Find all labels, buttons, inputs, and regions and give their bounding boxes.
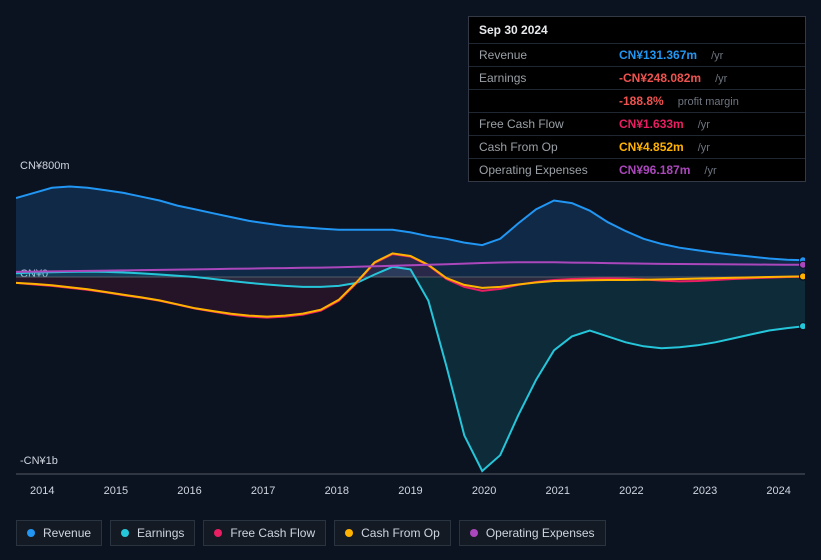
legend: Revenue Earnings Free Cash Flow Cash From O…	[16, 520, 606, 546]
x-axis-label: 2016	[177, 485, 201, 497]
legend-dot-icon	[214, 529, 222, 537]
tooltip-suffix: /yr	[698, 142, 710, 154]
legend-item[interactable]: Free Cash Flow	[203, 520, 326, 546]
legend-item[interactable]: Earnings	[110, 520, 195, 546]
series-end-marker	[800, 261, 806, 268]
x-axis-label: 2023	[693, 485, 717, 497]
legend-item[interactable]: Cash From Op	[334, 520, 451, 546]
tooltip-value: CN¥131.367m	[619, 48, 697, 62]
tooltip-value: CN¥4.852m	[619, 140, 684, 154]
legend-item[interactable]: Operating Expenses	[459, 520, 606, 546]
tooltip-row: -188.8% profit margin	[469, 89, 805, 112]
tooltip-suffix: profit margin	[678, 96, 739, 108]
x-axis-label: 2015	[104, 485, 128, 497]
tooltip-row: Earnings -CN¥248.082m/yr	[469, 66, 805, 89]
tooltip: Sep 30 2024RevenueCN¥131.367m/yrEarnings…	[468, 16, 806, 182]
tooltip-label	[479, 94, 609, 108]
tooltip-label: Cash From Op	[479, 140, 609, 154]
tooltip-label: Free Cash Flow	[479, 117, 609, 131]
x-axis-label: 2024	[766, 485, 790, 497]
x-axis-label: 2022	[619, 485, 643, 497]
tooltip-suffix: /yr	[715, 73, 727, 85]
x-axis-label: 2019	[398, 485, 422, 497]
x-axis-label: 2021	[545, 485, 569, 497]
legend-dot-icon	[27, 529, 35, 537]
legend-dot-icon	[470, 529, 478, 537]
x-axis-label: 2014	[30, 485, 54, 497]
x-axis: 2014 2015 2016 2017 2018 2019 2020 2021 2022 2023…	[16, 485, 805, 497]
chart[interactable]	[16, 175, 805, 475]
tooltip-label: Earnings	[479, 71, 609, 85]
y-axis-label: CN¥800m	[20, 160, 70, 172]
tooltip-suffix: /yr	[711, 50, 723, 62]
tooltip-row: Free Cash Flow CN¥1.633m/yr	[469, 112, 805, 135]
legend-dot-icon	[345, 529, 353, 537]
legend-dot-icon	[121, 529, 129, 537]
x-axis-label: 2020	[472, 485, 496, 497]
series-end-marker	[800, 273, 806, 280]
tooltip-value: -188.8%	[619, 94, 664, 108]
tooltip-value: -CN¥248.082m	[619, 71, 701, 85]
legend-label: Cash From Op	[361, 526, 440, 540]
tooltip-label: Revenue	[479, 48, 609, 62]
x-axis-label: 2017	[251, 485, 275, 497]
tooltip-row: Revenue CN¥131.367m/yr	[469, 43, 805, 66]
x-axis-label: 2018	[325, 485, 349, 497]
legend-label: Earnings	[137, 526, 184, 540]
tooltip-suffix: /yr	[698, 119, 710, 131]
tooltip-row: Cash From Op CN¥4.852m/yr	[469, 135, 805, 158]
tooltip-date: Sep 30 2024	[469, 17, 805, 43]
series-end-marker	[800, 323, 806, 330]
legend-label: Free Cash Flow	[230, 526, 315, 540]
legend-label: Revenue	[43, 526, 91, 540]
legend-label: Operating Expenses	[486, 526, 595, 540]
tooltip-value: CN¥1.633m	[619, 117, 684, 131]
legend-item[interactable]: Revenue	[16, 520, 102, 546]
